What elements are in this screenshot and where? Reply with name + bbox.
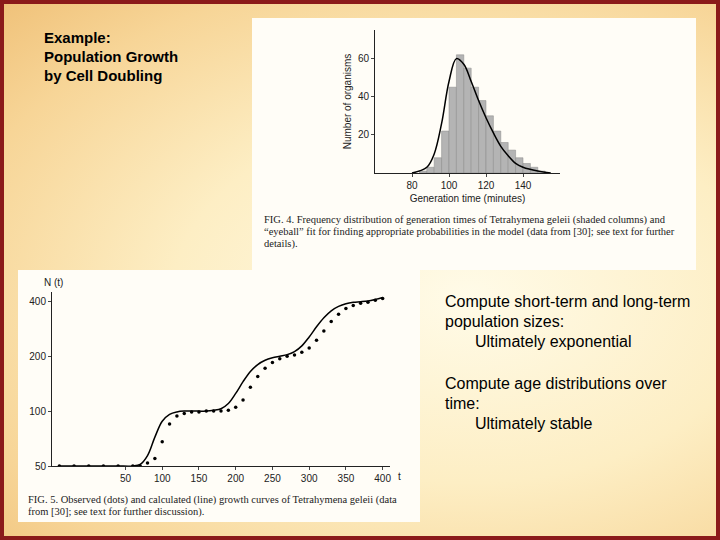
html-text:Population Growth: Population Growth (44, 48, 179, 65)
svg-text:50: 50 (35, 461, 47, 472)
html-text:FIG. 5. Observed (dots) and ca: FIG. 5. Observed (dots) and calculated (… (28, 494, 397, 517)
svg-text:120: 120 (478, 180, 495, 191)
svg-text:80: 80 (406, 180, 418, 191)
html-text:Ultimately exponential: Ultimately exponential (475, 333, 632, 350)
svg-text:t: t (398, 471, 401, 482)
svg-text:300: 300 (301, 473, 318, 484)
svg-text:100: 100 (29, 406, 46, 417)
svg-text:250: 250 (264, 473, 281, 484)
svg-text:100: 100 (154, 473, 171, 484)
html-text:by Cell Doubling: by Cell Doubling (44, 67, 163, 84)
svg-text:200: 200 (29, 351, 46, 362)
svg-text:200: 200 (227, 473, 244, 484)
svg-text:400: 400 (29, 296, 46, 307)
svg-text:100: 100 (441, 180, 458, 191)
svg-text:50: 50 (120, 473, 132, 484)
svg-text:Generation time (minutes): Generation time (minutes) (410, 193, 526, 204)
svg-text:150: 150 (191, 473, 208, 484)
svg-text:400: 400 (374, 473, 391, 484)
html-text:Ultimately stable: Ultimately stable (475, 415, 593, 432)
html-text:Example:: Example: (44, 29, 111, 46)
svg-text:20: 20 (358, 129, 370, 140)
svg-text:N (t): N (t) (44, 277, 63, 288)
svg-text:Number of organisms: Number of organisms (342, 54, 353, 150)
html-text:FIG. 4. Frequency distribution: FIG. 4. Frequency distribution of genera… (264, 214, 675, 249)
html-text:Compute age distributions over: Compute age distributions over time: (445, 375, 667, 412)
svg-text:60: 60 (358, 53, 370, 64)
html-text:Compute short-term and long-te: Compute short-term and long-term populat… (445, 293, 691, 330)
svg-text:40: 40 (358, 91, 370, 102)
svg-text:140: 140 (515, 180, 532, 191)
svg-text:350: 350 (338, 473, 355, 484)
